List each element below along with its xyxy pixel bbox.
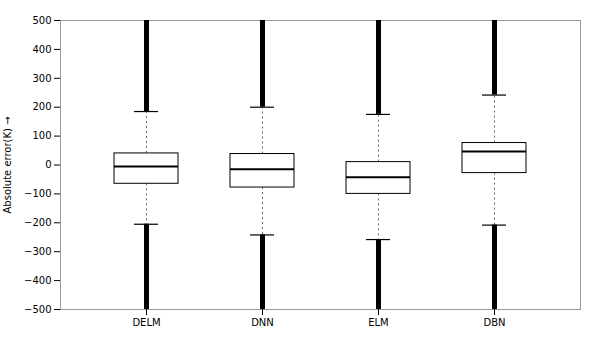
svg-text:−500: −500 — [24, 304, 51, 315]
svg-text:Absolute error(K) →: Absolute error(K) → — [2, 116, 13, 213]
svg-text:−200: −200 — [24, 217, 51, 228]
svg-text:DBN: DBN — [483, 317, 505, 328]
svg-text:300: 300 — [32, 73, 51, 84]
svg-text:−400: −400 — [24, 275, 51, 286]
svg-text:0: 0 — [45, 159, 51, 170]
svg-text:100: 100 — [32, 130, 51, 141]
svg-text:200: 200 — [32, 101, 51, 112]
svg-text:DELM: DELM — [132, 317, 160, 328]
svg-text:DNN: DNN — [251, 317, 274, 328]
svg-text:400: 400 — [32, 44, 51, 55]
svg-text:−100: −100 — [24, 188, 51, 199]
svg-text:−300: −300 — [24, 246, 51, 257]
svg-text:500: 500 — [32, 15, 51, 26]
svg-text:ELM: ELM — [368, 317, 389, 328]
